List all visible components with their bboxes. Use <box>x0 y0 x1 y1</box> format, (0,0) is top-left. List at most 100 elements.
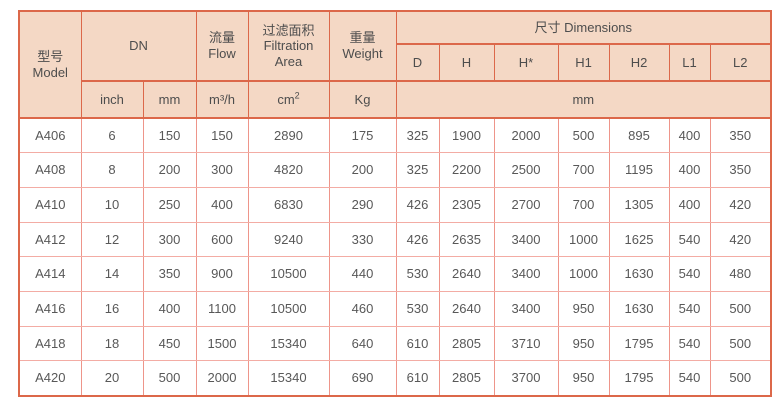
cell-dn-mm: 400 <box>142 290 197 327</box>
cell-dn-inch: 10 <box>80 186 144 223</box>
cell-dim-l2: 420 <box>709 221 772 258</box>
cell-filtration-area: 10500 <box>247 290 330 327</box>
cell-model: A408 <box>18 152 82 188</box>
cell-dim-l1: 540 <box>668 360 711 396</box>
cell-dim-l2: 420 <box>709 186 772 223</box>
cell-dim-h2: 895 <box>608 117 670 154</box>
cell-dim-h1: 950 <box>557 290 610 327</box>
cell-dim-d: 610 <box>395 325 440 362</box>
cell-filtration-area: 15340 <box>247 325 330 362</box>
table-row: A420 20 500 2000 15340 690 610 2805 3700 950 1795 5… <box>18 360 772 396</box>
header-row-1: 型号 Model DN 流量 Flow 过滤面积 Filtration Area… <box>18 10 772 119</box>
unit-area: cm2 <box>247 80 330 119</box>
cell-dim-h: 2805 <box>438 360 495 396</box>
header-row-2: D H H* H1 H2 L1 L2 <box>19 43 772 82</box>
cell-flow: 600 <box>195 221 249 258</box>
header-area-zh: 过滤面积 <box>262 22 315 38</box>
cell-model: A406 <box>18 117 82 154</box>
cell-weight: 440 <box>328 256 397 292</box>
table-row: A418 18 450 1500 15340 640 610 2805 3710 950 1795 5… <box>18 325 772 362</box>
cell-model: A416 <box>18 290 82 327</box>
header-model-zh: 型号 <box>37 48 64 64</box>
spec-table-body: A406 6 150 150 2890 175 325 1900 2000 500 895 400 35… <box>18 117 772 396</box>
header-area-en2: Area <box>274 53 303 69</box>
cell-dim-h2: 1195 <box>608 152 670 188</box>
spec-table: 型号 Model DN 流量 Flow 过滤面积 Filtration Area… <box>18 10 773 397</box>
cell-dim-h2: 1795 <box>608 360 670 396</box>
header-dim-l1: L1 <box>668 43 711 82</box>
header-row-3: inch mm m³/h cm2 Kg mm <box>19 80 772 119</box>
cell-filtration-area: 15340 <box>247 360 330 396</box>
cell-dim-h: 2200 <box>438 152 495 188</box>
header-flow-en: Flow <box>208 46 236 61</box>
table-row: A416 16 400 1100 10500 460 530 2640 3400 950 1630 5… <box>18 290 772 327</box>
cell-dim-h2: 1305 <box>608 186 670 223</box>
cell-dn-inch: 18 <box>80 325 144 362</box>
cell-dim-h2: 1630 <box>608 290 670 327</box>
cell-dim-h2: 1625 <box>608 221 670 258</box>
cell-dim-l1: 540 <box>668 221 711 258</box>
cell-dn-mm: 150 <box>142 117 197 154</box>
header-dim-h1: H1 <box>557 43 610 82</box>
header-dn: DN <box>80 10 197 82</box>
header-model: 型号 Model <box>18 10 82 119</box>
cell-dim-d: 426 <box>395 221 440 258</box>
unit-area-base: cm <box>277 91 295 107</box>
table-row: A414 14 350 900 10500 440 530 2640 3400 1000 1630 5… <box>18 256 772 292</box>
cell-flow: 2000 <box>195 360 249 396</box>
cell-weight: 290 <box>328 186 397 223</box>
cell-model: A420 <box>18 360 82 396</box>
cell-dim-d: 426 <box>395 186 440 223</box>
cell-weight: 200 <box>328 152 397 188</box>
cell-dim-l1: 400 <box>668 117 711 154</box>
cell-dim-h2: 1795 <box>608 325 670 362</box>
cell-dim-l2: 350 <box>709 117 772 154</box>
cell-dn-mm: 250 <box>142 186 197 223</box>
header-filtration-area: 过滤面积 Filtration Area <box>247 10 330 82</box>
cell-flow: 300 <box>195 152 249 188</box>
cell-dim-h: 2640 <box>438 290 495 327</box>
table-row: A412 12 300 600 9240 330 426 2635 3400 1000 1625 54… <box>18 221 772 258</box>
unit-mm: mm <box>142 80 197 119</box>
cell-weight: 690 <box>328 360 397 396</box>
cell-dim-h1: 700 <box>557 186 610 223</box>
cell-dn-inch: 6 <box>80 117 144 154</box>
cell-dim-l2: 500 <box>709 360 772 396</box>
cell-dn-inch: 14 <box>80 256 144 292</box>
header-weight: 重量 Weight <box>328 10 397 82</box>
header-flow: 流量 Flow <box>195 10 249 82</box>
cell-flow: 1500 <box>195 325 249 362</box>
cell-filtration-area: 4820 <box>247 152 330 188</box>
cell-dim-h1: 700 <box>557 152 610 188</box>
cell-dim-hstar: 3400 <box>493 221 559 258</box>
table-row: A406 6 150 150 2890 175 325 1900 2000 500 895 400 35… <box>18 117 772 154</box>
header-model-en: Model <box>32 64 68 80</box>
cell-dn-inch: 20 <box>80 360 144 396</box>
header-weight-zh: 重量 <box>349 30 376 46</box>
cell-dim-l1: 400 <box>668 152 711 188</box>
cell-dim-l2: 350 <box>709 152 772 188</box>
cell-dim-l2: 500 <box>709 325 772 362</box>
cell-filtration-area: 2890 <box>247 117 330 154</box>
cell-dn-mm: 300 <box>142 221 197 258</box>
table-row: A410 10 250 400 6830 290 426 2305 2700 700 1305 400… <box>18 186 772 223</box>
cell-flow: 1100 <box>195 290 249 327</box>
cell-dim-d: 530 <box>395 256 440 292</box>
header-dimensions: 尺寸 Dimensions <box>395 10 772 45</box>
unit-flow: m³/h <box>195 80 249 119</box>
cell-dim-hstar: 3400 <box>493 290 559 327</box>
cell-dim-d: 325 <box>395 152 440 188</box>
cell-filtration-area: 9240 <box>247 221 330 258</box>
cell-filtration-area: 10500 <box>247 256 330 292</box>
header-dim-l2: L2 <box>709 43 772 82</box>
cell-dim-h1: 950 <box>557 325 610 362</box>
cell-dim-h: 2805 <box>438 325 495 362</box>
unit-weight: Kg <box>328 80 397 119</box>
cell-dim-d: 530 <box>395 290 440 327</box>
cell-dn-mm: 200 <box>142 152 197 188</box>
cell-model: A414 <box>18 256 82 292</box>
cell-dim-h: 2305 <box>438 186 495 223</box>
header-dim-h2: H2 <box>608 43 670 82</box>
unit-dimensions: mm <box>395 80 772 119</box>
cell-dim-d: 610 <box>395 360 440 396</box>
